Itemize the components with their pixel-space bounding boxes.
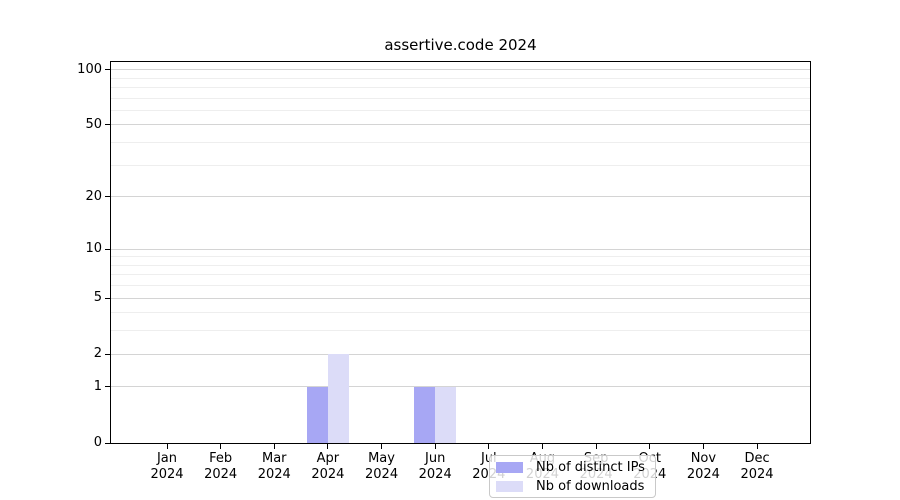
y-tick-mark: [105, 297, 110, 299]
y-tick-label: 100: [77, 61, 102, 77]
x-tick-month: Mar: [262, 451, 287, 466]
x-tick-mark: [702, 444, 704, 449]
y-tick-label: 10: [85, 241, 102, 256]
legend-swatch: [496, 480, 523, 492]
minor-gridline: [111, 164, 810, 166]
y-tick-mark: [105, 69, 110, 71]
x-tick-year: 2024: [150, 467, 184, 482]
legend-label: Nb of distinct IPs: [536, 459, 645, 475]
x-tick-mark: [649, 444, 651, 449]
x-tick-label: Nov 2024: [673, 451, 733, 483]
minor-gridline: [111, 256, 810, 258]
y-tick-mark: [105, 248, 110, 250]
minor-gridline: [111, 264, 810, 266]
x-tick-mark: [541, 444, 543, 449]
y-tick-mark: [105, 386, 110, 388]
major-gridline: [111, 297, 810, 299]
minor-gridline: [111, 274, 810, 276]
x-tick-year: 2024: [311, 467, 345, 482]
legend-item: Nb of downloads: [496, 479, 649, 494]
x-tick-month: Jan: [156, 451, 178, 466]
minor-gridline: [111, 285, 810, 287]
legend-label: Nb of downloads: [536, 478, 645, 494]
x-tick-month: Dec: [744, 451, 770, 466]
x-tick-label: Feb 2024: [191, 451, 251, 483]
x-tick-label: Jun 2024: [405, 451, 465, 483]
major-gridline: [111, 124, 810, 126]
x-tick-mark: [381, 444, 383, 449]
major-gridline: [111, 353, 810, 355]
minor-gridline: [111, 312, 810, 314]
x-tick-label: Jan 2024: [137, 451, 197, 483]
x-tick-month: Nov: [690, 451, 717, 466]
y-tick-label: 50: [85, 116, 102, 132]
legend-item: Nb of distinct IPs: [496, 460, 649, 475]
bar-downloads-jun: [435, 386, 457, 443]
x-tick-mark: [166, 444, 168, 449]
major-gridline: [111, 386, 810, 388]
x-tick-month: Feb: [209, 451, 233, 466]
x-tick-year: 2024: [257, 467, 291, 482]
minor-gridline: [111, 142, 810, 144]
bar-downloads-apr: [327, 354, 349, 443]
y-tick-mark: [105, 124, 110, 126]
bar-distinct-ips-jun: [414, 386, 436, 443]
y-tick-label: 20: [85, 188, 102, 204]
x-tick-month: May: [368, 451, 395, 466]
x-tick-year: 2024: [686, 467, 720, 482]
minor-gridline: [111, 77, 810, 79]
x-tick-year: 2024: [740, 467, 774, 482]
x-tick-label: Mar 2024: [244, 451, 304, 483]
major-gridline: [111, 248, 810, 250]
x-tick-label: Dec 2024: [727, 451, 787, 483]
chart-title: assertive.code 2024: [384, 36, 537, 54]
x-tick-label: May 2024: [352, 451, 412, 483]
minor-gridline: [111, 87, 810, 88]
x-tick-month: Jun: [425, 451, 446, 466]
plot-area: Nb of distinct IPs Nb of downloads: [110, 61, 811, 498]
x-tick-month: Apr: [316, 451, 340, 466]
x-tick-mark: [434, 444, 436, 449]
y-tick-label: 2: [93, 346, 102, 362]
y-tick-mark: [105, 196, 110, 198]
major-gridline: [111, 196, 810, 198]
x-tick-year: 2024: [365, 467, 399, 482]
x-tick-mark: [273, 444, 275, 449]
minor-gridline: [111, 330, 810, 332]
x-tick-label: Apr 2024: [298, 451, 358, 483]
x-tick-mark: [327, 444, 329, 449]
x-tick-year: 2024: [204, 467, 238, 482]
y-tick-label: 1: [93, 378, 102, 394]
bar-distinct-ips-apr: [306, 386, 328, 443]
y-tick-label: 0: [93, 435, 102, 450]
x-tick-year: 2024: [418, 467, 452, 482]
x-tick-mark: [488, 444, 490, 449]
legend: Nb of distinct IPs Nb of downloads: [489, 455, 656, 498]
minor-gridline: [111, 109, 810, 111]
y-tick-label: 5: [93, 290, 102, 306]
minor-gridline: [111, 97, 810, 99]
legend-swatch: [496, 461, 523, 473]
y-tick-mark: [105, 442, 110, 444]
x-tick-mark: [595, 444, 597, 449]
x-tick-mark: [756, 444, 758, 449]
y-tick-mark: [105, 353, 110, 355]
major-gridline: [111, 69, 810, 71]
x-tick-mark: [220, 444, 222, 449]
